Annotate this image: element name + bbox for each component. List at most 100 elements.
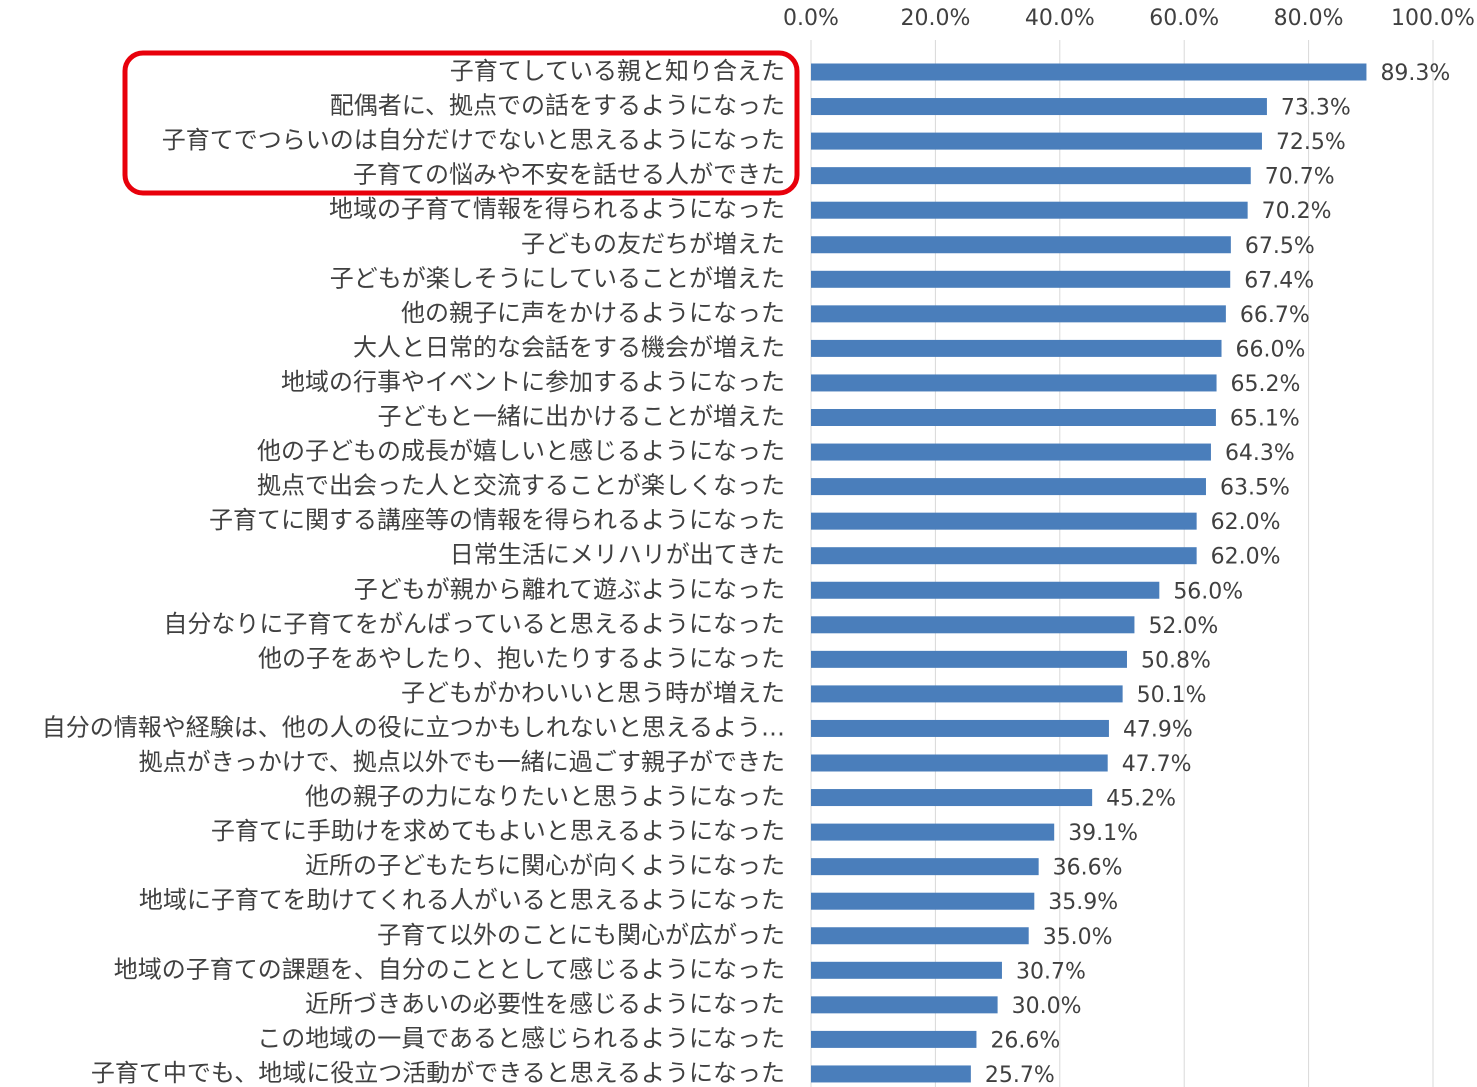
- x-tick-label: 100.0%: [1391, 6, 1475, 31]
- category-label: 子育てしている親と知り合えた: [450, 57, 785, 85]
- value-label: 56.0%: [1173, 579, 1243, 604]
- category-label: この地域の一員であると感じられるようになった: [257, 1024, 785, 1052]
- value-label: 47.9%: [1123, 717, 1193, 742]
- category-label: 他の親子の力になりたいと思うようになった: [305, 783, 785, 811]
- x-tick-label: 60.0%: [1149, 6, 1219, 31]
- value-label: 30.7%: [1016, 959, 1086, 984]
- bar: [811, 789, 1093, 807]
- value-label: 52.0%: [1148, 614, 1218, 639]
- category-label: 自分の情報や経験は、他の人の役に立つかもしれないと思えるよう…: [42, 713, 785, 741]
- category-label: 地域の子育て情報を得られるようになった: [329, 195, 785, 223]
- value-label: 45.2%: [1106, 787, 1176, 812]
- category-label: 地域の子育ての課題を、自分のこととして感じるようになった: [114, 955, 785, 983]
- bar: [811, 132, 1262, 150]
- value-label: 64.3%: [1225, 441, 1295, 466]
- x-tick-label: 20.0%: [900, 6, 970, 31]
- category-label: 子育て以外のことにも関心が広がった: [377, 921, 785, 949]
- value-label: 65.2%: [1231, 372, 1301, 397]
- bar: [811, 823, 1055, 841]
- bar: [811, 547, 1197, 565]
- value-label: 62.0%: [1211, 545, 1281, 570]
- category-label: 大人と日常的な会話をする機会が増えた: [353, 333, 785, 361]
- x-tick-label: 80.0%: [1274, 6, 1344, 31]
- value-label: 35.9%: [1048, 890, 1118, 915]
- value-label: 25.7%: [985, 1063, 1055, 1087]
- bar: [811, 581, 1160, 599]
- value-label: 73.3%: [1281, 96, 1351, 121]
- value-label: 65.1%: [1230, 407, 1300, 432]
- bar: [811, 961, 1002, 979]
- category-label: 子育ての悩みや不安を話せる人ができた: [353, 161, 785, 189]
- x-tick-label: 40.0%: [1025, 6, 1095, 31]
- bar: [811, 305, 1226, 323]
- bar: [811, 339, 1222, 357]
- bar: [811, 1065, 971, 1083]
- value-label: 67.4%: [1244, 268, 1314, 293]
- category-label: 日常生活にメリハリが出てきた: [450, 541, 785, 569]
- value-label: 30.0%: [1012, 994, 1082, 1019]
- category-label: 自分なりに子育てをがんばっていると思えるようになった: [163, 610, 785, 638]
- value-label: 66.7%: [1240, 303, 1310, 328]
- bar: [811, 63, 1367, 81]
- highlight-box: [122, 50, 800, 196]
- bar: [811, 98, 1267, 116]
- bar: [811, 512, 1197, 530]
- value-label: 70.7%: [1265, 165, 1335, 190]
- bar: [811, 616, 1135, 634]
- value-label: 63.5%: [1220, 476, 1290, 501]
- value-label: 26.6%: [990, 1028, 1060, 1053]
- category-label: 拠点がきっかけで、拠点以外でも一緒に過ごす親子ができた: [139, 748, 785, 776]
- bar: [811, 167, 1251, 185]
- bar: [811, 858, 1039, 876]
- bar: [811, 685, 1123, 703]
- value-label: 35.0%: [1043, 925, 1113, 950]
- value-label: 36.6%: [1053, 856, 1123, 881]
- category-label: 近所の子どもたちに関心が向くようになった: [305, 852, 785, 880]
- bar: [811, 719, 1109, 737]
- value-label: 50.1%: [1137, 683, 1207, 708]
- bar: [811, 1030, 977, 1048]
- category-label: 子どもがかわいいと思う時が増えた: [401, 679, 785, 707]
- labels: 0.0% 20.0% 40.0% 60.0% 80.0% 100.0% 子育てしている親と知…: [42, 6, 1475, 1087]
- category-label: 子どもと一緒に出かけることが増えた: [377, 403, 785, 431]
- category-label: 子どもが楽しそうにしていることが増えた: [330, 264, 785, 292]
- value-label: 70.2%: [1262, 199, 1332, 224]
- category-label: 他の親子に声をかけるようになった: [401, 299, 785, 327]
- bars: [811, 63, 1367, 1083]
- bar: [811, 409, 1216, 426]
- x-tick-label: 0.0%: [783, 6, 839, 31]
- category-label: 子育てに関する講座等の情報を得られるようになった: [209, 506, 785, 534]
- value-label: 62.0%: [1211, 510, 1281, 535]
- category-label: 子どもが親から離れて遊ぶようになった: [354, 575, 785, 603]
- bar: [811, 478, 1206, 496]
- category-label: 子どもの友だちが増えた: [521, 230, 785, 258]
- category-label: 他の子をあやしたり、抱いたりするようになった: [258, 644, 785, 672]
- bar: [811, 892, 1035, 910]
- bar: [811, 754, 1108, 772]
- category-label: 配偶者に、拠点での話をするようになった: [330, 92, 785, 120]
- category-label: 地域の行事やイベントに参加するようになった: [281, 368, 785, 396]
- category-label: 他の子どもの成長が嬉しいと感じるようになった: [257, 437, 785, 465]
- value-label: 66.0%: [1236, 337, 1306, 362]
- category-label: 近所づきあいの必要性を感じるようになった: [305, 990, 785, 1018]
- value-label: 67.5%: [1245, 234, 1315, 259]
- bar: [811, 374, 1217, 392]
- category-label: 地域に子育てを助けてくれる人がいると思えるようになった: [139, 886, 785, 914]
- bar: [811, 443, 1211, 461]
- category-label: 子育てに手助けを求めてもよいと思えるようになった: [211, 817, 785, 845]
- category-label: 子育てでつらいのは自分だけでないと思えるようになった: [162, 126, 785, 154]
- value-label: 72.5%: [1276, 130, 1346, 155]
- bar: [811, 236, 1231, 254]
- bar: [811, 270, 1231, 288]
- bar: [811, 201, 1248, 219]
- value-label: 50.8%: [1141, 648, 1211, 673]
- category-label: 子育て中でも、地域に役立つ活動ができると思えるようになった: [91, 1059, 785, 1087]
- bar: [811, 927, 1029, 945]
- value-label: 89.3%: [1380, 61, 1450, 86]
- category-label: 拠点で出会った人と交流することが楽しくなった: [257, 472, 785, 500]
- bar: [811, 996, 998, 1014]
- value-label: 39.1%: [1068, 821, 1138, 846]
- value-label: 47.7%: [1122, 752, 1192, 777]
- bar: [811, 650, 1127, 668]
